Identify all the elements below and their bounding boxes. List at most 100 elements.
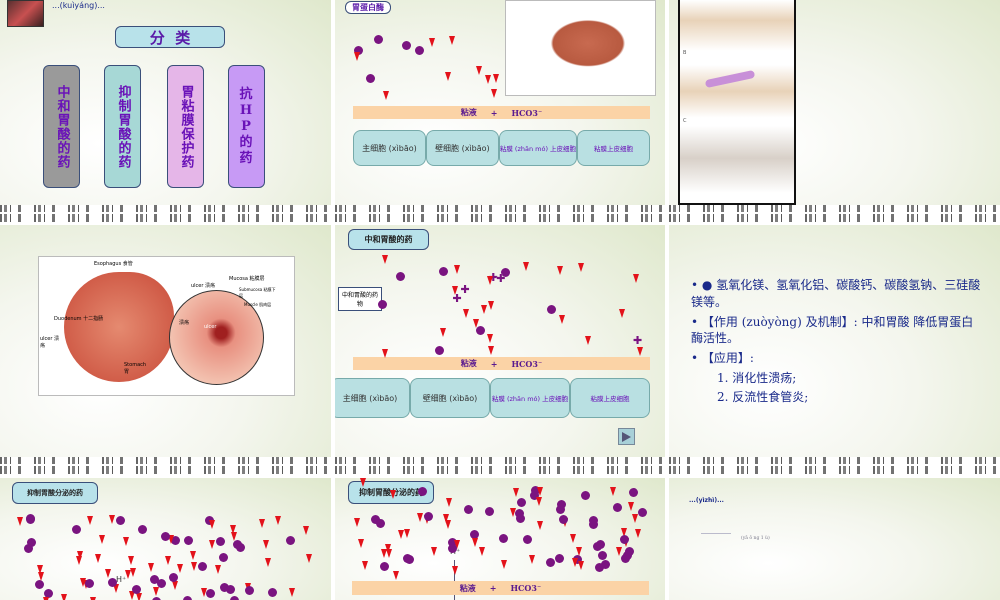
pepsin-molecule-icon: [470, 530, 480, 540]
antacid-callout: 中和胃酸的药物: [338, 287, 382, 311]
acid-molecule-icon: [130, 568, 136, 578]
plus-sign: +: [489, 583, 497, 593]
pepsin-molecule-icon: [484, 506, 494, 516]
acid-molecule-icon: [79, 577, 86, 587]
slide-footer-strip: [0, 205, 331, 222]
pepsin-molecule-icon: [138, 524, 148, 534]
pepsin-molecule-icon: [501, 267, 511, 277]
pepsin-molecule-icon: [374, 34, 384, 44]
bullet-text: 【作用 (zuòyòng) 及机制】: 中和胃酸 降低胃蛋白酶活性。: [691, 315, 974, 345]
bullet-1: • ● 氢氧化镁、氢氧化铝、碳酸钙、碳酸氢钠、三硅酸镁等。: [691, 278, 981, 309]
next-button[interactable]: [618, 428, 635, 445]
slide-footer-strip: [335, 457, 665, 474]
label-stomach: Stomach 胃: [124, 362, 147, 375]
acid-molecule-icon: [397, 530, 404, 540]
pepsin-molecule-icon: [26, 537, 36, 547]
acid-molecule-icon: [302, 526, 309, 536]
acid-molecule-icon: [37, 572, 44, 582]
slide-title: 分 类: [115, 26, 225, 48]
slide-footer-strip: [669, 205, 1000, 222]
list-item-1: 1. 消化性溃疡;: [717, 371, 797, 385]
mucus-label: 粘液: [459, 582, 476, 593]
acid-molecule-icon: [353, 517, 360, 527]
slide-thumbnail-2[interactable]: 胃蛋白酶 粘液 + HCO3⁻ 主细胞 (xìbāo) 壁细胞 (xìbāo) 粘膜…: [335, 0, 665, 205]
acid-molecule-icon: [616, 547, 623, 556]
antacid-molecule-icon: ✚: [633, 334, 643, 348]
slide-thumbnail-5[interactable]: 中和胃酸的药 中和胃酸的药物 粘液 + HCO3⁻ 主细胞 (xìbāo) 壁细胞 …: [335, 225, 665, 457]
plus-sign: +: [490, 358, 498, 369]
panel-label-c: C: [683, 118, 687, 124]
acid-molecule-icon: [620, 527, 627, 537]
acid-molecule-icon: [480, 305, 487, 315]
slide-thumbnail-1[interactable]: ...(kuìyáng)... 分 类 中和胃酸的药 抑制胃酸的药 胃粘膜保护药…: [0, 0, 331, 205]
acid-molecule-icon: [153, 587, 160, 597]
pepsin-molecule-icon: [531, 486, 541, 496]
acid-molecule-icon: [135, 593, 142, 600]
acid-molecule-icon: [214, 564, 221, 574]
bicarbonate-label: HCO3⁻: [511, 358, 543, 369]
acid-molecule-icon: [148, 563, 155, 573]
pepsin-molecule-icon: [515, 514, 525, 524]
acid-molecule-icon: [122, 537, 129, 547]
pepsin-molecule-icon: [219, 583, 229, 593]
mucosal-epithelial-cell-2: 粘膜上皮细胞: [577, 130, 650, 166]
acid-molecule-icon: [381, 349, 388, 359]
pepsin-molecule-icon: [183, 596, 193, 600]
label-ulcer-cn: 溃疡: [179, 320, 190, 326]
pepsin-molecule-icon: [598, 550, 608, 560]
bicarbonate-label: HCO3⁻: [510, 583, 542, 593]
acid-molecule-icon: [190, 551, 197, 561]
acid-molecule-icon: [430, 547, 437, 557]
acid-molecule-icon: [89, 596, 96, 600]
acid-molecule-icon: [577, 561, 584, 571]
label-ulcer-left: ulcer 溃疡: [40, 336, 60, 349]
pepsin-molecule-icon: [365, 74, 375, 84]
acid-molecule-icon: [443, 514, 450, 524]
pepsin-molecule-icon: [152, 596, 162, 600]
pepsin-molecule-icon: [619, 535, 629, 545]
slide-thumbnail-6[interactable]: • ● 氢氧化镁、氢氧化铝、碳酸钙、碳酸氢钠、三硅酸镁等。 • 【作用 (zuò…: [669, 225, 1000, 457]
slide-thumbnail-8[interactable]: 抑制胃酸分泌的药 H⁺ 粘液+HCO3⁻: [335, 478, 665, 600]
caption: ...(kuìyáng)...: [52, 1, 105, 10]
pepsin-molecule-icon: [371, 515, 381, 525]
acid-molecule-icon: [537, 487, 544, 497]
pepsin-molecule-icon: [206, 589, 216, 599]
slide-title: 中和胃酸的药: [348, 229, 429, 250]
mucosal-epithelial-cell: 粘膜 (zhān mó) 上皮细胞: [490, 378, 570, 418]
acid-molecule-icon: [382, 90, 389, 100]
acid-molecule-icon: [104, 568, 111, 578]
mucus-bicarbonate-band: 粘液 + HCO3⁻: [353, 357, 650, 370]
slide-thumbnail-7[interactable]: 抑制胃酸分泌的药 H⁺: [0, 478, 331, 600]
mucosal-epithelial-cell: 粘膜 (zhān mó) 上皮细胞: [498, 130, 578, 166]
acid-molecule-icon: [381, 549, 388, 559]
acid-molecule-icon: [288, 587, 295, 597]
slide-thumbnail-9[interactable]: ...(yìzhì)... (yā ǒ ng 1 ù): [669, 478, 1000, 600]
acid-molecule-icon: [444, 520, 451, 530]
acid-molecule-icon: [488, 345, 495, 355]
slide-thumbnail-3[interactable]: B C: [669, 0, 1000, 205]
acid-molecule-icon: [384, 543, 391, 553]
acid-molecule-icon: [618, 308, 625, 318]
acid-molecule-icon: [529, 554, 535, 564]
pepsin-molecule-icon: [116, 515, 126, 525]
pepsin-molecule-icon: [522, 535, 532, 545]
pepsin-molecule-icon: [596, 540, 606, 550]
slide-thumbnail-4[interactable]: Esophagus 食管 ulcer 溃疡 Mucosa 粘膜层 Submuco…: [0, 225, 331, 457]
list-item-2: 2. 反流性食管炎;: [717, 390, 809, 404]
acid-molecule-icon: [610, 487, 617, 497]
pepsin-molecule-icon: [613, 503, 623, 513]
acid-molecule-icon: [584, 335, 591, 345]
acid-molecule-icon: [635, 528, 642, 538]
acid-molecule-icon: [125, 569, 132, 579]
pepsin-molecule-icon: [25, 515, 35, 525]
acid-molecule-icon: [475, 65, 482, 75]
acid-molecule-icon: [200, 588, 207, 598]
pepsin-molecule-icon: [601, 559, 611, 569]
cell-layer: 主细胞 (xìbāo) 壁细胞 (xìbāo) 粘膜 (zhān mó) 上皮细…: [353, 130, 650, 166]
label-submucosa: Submucosa 粘膜下层: [239, 287, 276, 298]
faint-line: [701, 533, 731, 534]
pepsin-molecule-icon: [149, 575, 159, 585]
acid-molecule-icon: [440, 328, 447, 338]
pepsin-molecule-icon: [547, 305, 557, 315]
acid-molecule-icon: [576, 546, 583, 556]
